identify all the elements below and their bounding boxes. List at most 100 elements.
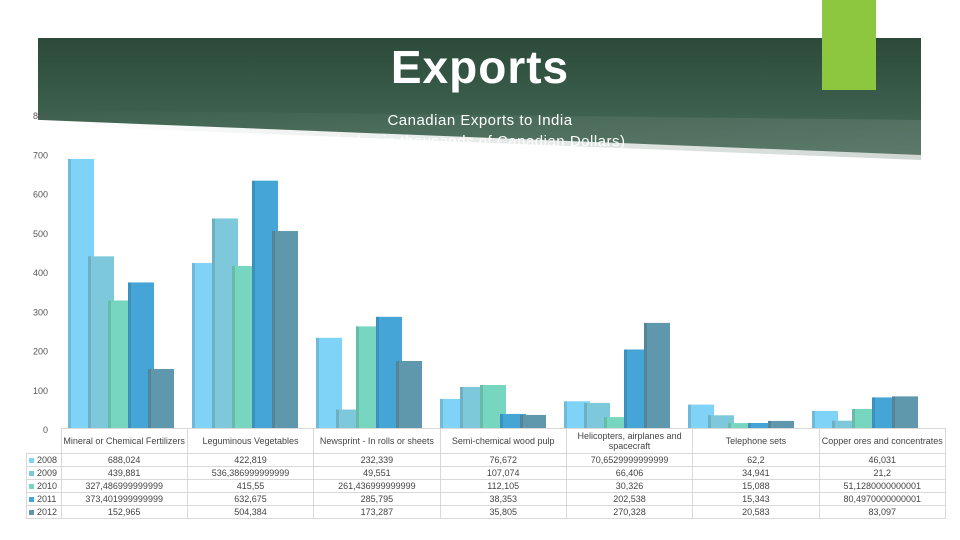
category-label: Telephone sets: [692, 428, 820, 454]
bar-shade-2009: [708, 415, 711, 429]
category-label: Leguminous Vegetables: [186, 428, 315, 454]
table-body: 2008 688,024 422,819 232,339 76,672 70,652999…: [26, 453, 947, 519]
bar-2012: [892, 396, 918, 429]
data-label: 51,1280000000001: [818, 479, 947, 493]
data-label: 76,672: [439, 453, 567, 467]
bar-2012: [148, 368, 174, 429]
bar-shade-2011: [376, 316, 379, 429]
category-label: Newsprint - In rolls or sheets: [313, 428, 441, 454]
data-label: 70,6529999999999: [565, 453, 694, 467]
bar-2010: [852, 408, 878, 429]
accent-bar: [822, 0, 876, 90]
bar-shade-2009: [832, 420, 835, 429]
bar-shade-2009: [212, 218, 215, 429]
table-row: 2010 327,486999999999 415,55 261,4369999999…: [26, 479, 947, 493]
slide-title: Exports: [390, 41, 570, 93]
bar-shade-2011: [128, 282, 131, 429]
bar-shade-2008: [564, 401, 567, 429]
table-row: 2008 688,024 422,819 232,339 76,672 70,652999…: [26, 453, 947, 467]
bar-shade-2012: [768, 420, 771, 429]
y-tick-label: 700: [33, 150, 48, 160]
legend-swatch: [29, 510, 34, 516]
data-label: 373,401999999999: [60, 492, 188, 506]
bar-shade-2009: [460, 386, 463, 429]
category-label: Mineral or Chemical Fertilizers: [60, 428, 188, 454]
bar-shade-2009: [88, 256, 91, 429]
bar-shade-2012: [644, 322, 647, 429]
bar-shade-2008: [812, 410, 815, 429]
table-row: 2011 373,401999999999 632,675 285,795 38,353…: [26, 492, 947, 506]
bar-shade-2010: [480, 384, 483, 429]
bars: [68, 158, 918, 430]
bar-shade-2011: [748, 422, 751, 429]
bar-2010: [728, 423, 754, 429]
bar-shade-2009: [336, 409, 339, 429]
legend-label: 2012: [37, 507, 58, 517]
legend-swatch: [29, 484, 34, 490]
bar-shade-2010: [356, 326, 359, 429]
data-label: 327,486999999999: [60, 479, 188, 493]
chart-title: Canadian Exports to India (value in thou…: [240, 110, 720, 152]
data-label: 62,2: [692, 453, 820, 467]
y-tick-label: 800: [33, 111, 48, 121]
legend-entry: 2011: [26, 492, 62, 506]
data-label: 285,795: [313, 492, 441, 506]
legend-entry: 2010: [26, 479, 62, 493]
bar-shade-2012: [892, 396, 895, 429]
bar-2012: [272, 231, 298, 429]
bar-2012: [644, 322, 670, 429]
table-corner: [26, 428, 62, 454]
chart-title-line-2: (value in thousands of Canadian Dollars): [334, 133, 626, 150]
data-label: 632,675: [186, 492, 315, 506]
bar-shade-2011: [500, 413, 503, 429]
bar-shade-2009: [584, 402, 587, 429]
y-tick-label: 200: [33, 347, 48, 357]
data-table: Mineral or Chemical Fertilizers Leguminou…: [26, 428, 947, 519]
legend-swatch: [29, 458, 34, 464]
bar-2012: [396, 360, 422, 429]
chart-title-line-1: Canadian Exports to India: [387, 112, 573, 129]
bar-2009: [832, 420, 858, 429]
data-label: 270,328: [565, 505, 694, 519]
bar-2009: [708, 415, 734, 429]
bar-shade-2011: [872, 397, 875, 429]
data-label: 107,074: [439, 466, 567, 480]
bar-shade-2008: [440, 398, 443, 429]
category-label: Copper ores and concentrates: [818, 428, 947, 454]
data-label: 422,819: [186, 453, 315, 467]
bar-2009: [336, 409, 362, 429]
data-label: 415,55: [186, 479, 315, 493]
bar-shade-2008: [688, 404, 691, 429]
category-label: Semi-chemical wood pulp: [439, 428, 567, 454]
data-label: 15,088: [692, 479, 820, 493]
y-tick-label: 400: [33, 268, 48, 278]
data-label: 536,386999999999: [186, 466, 315, 480]
y-tick-label: 500: [33, 229, 48, 239]
legend-entry: 2008: [26, 453, 62, 467]
data-label: 232,339: [313, 453, 441, 467]
data-label: 688,024: [60, 453, 188, 467]
legend-swatch: [29, 471, 34, 477]
legend-label: 2010: [37, 481, 58, 491]
data-label: 439,881: [60, 466, 188, 480]
legend-swatch: [29, 497, 34, 503]
table-header-row: Mineral or Chemical Fertilizers Leguminou…: [26, 428, 947, 454]
bar-shade-2011: [252, 180, 255, 429]
data-label: 173,287: [313, 505, 441, 519]
data-label: 30,326: [565, 479, 694, 493]
bar-shade-2010: [108, 300, 111, 429]
legend-entry: 2009: [26, 466, 62, 480]
bar-shade-2010: [852, 408, 855, 429]
bar-shade-2008: [192, 263, 195, 429]
y-tick-label: 300: [33, 307, 48, 317]
y-tick-label: 600: [33, 190, 48, 200]
bar-shade-2012: [396, 360, 399, 429]
bar-2010: [604, 417, 630, 429]
bar-shade-2011: [624, 349, 627, 429]
bar-shade-2010: [604, 417, 607, 429]
data-label: 49,551: [313, 466, 441, 480]
data-label: 112,105: [439, 479, 567, 493]
data-label: 80,4970000000001: [818, 492, 947, 506]
data-label: 34,941: [692, 466, 820, 480]
legend-label: 2009: [37, 468, 58, 478]
